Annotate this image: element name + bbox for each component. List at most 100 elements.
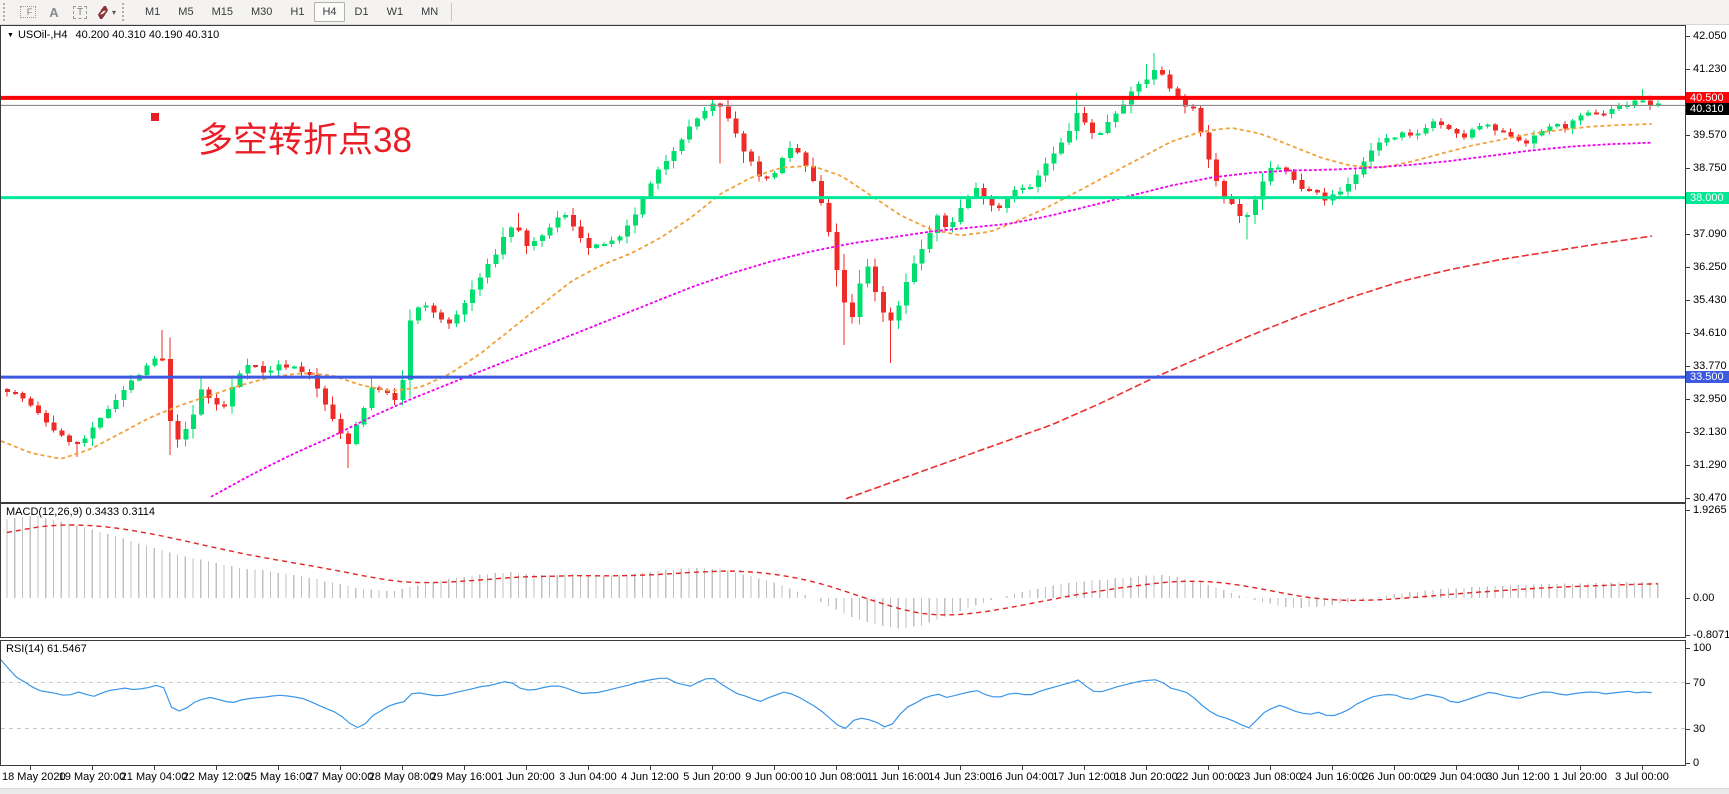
arrow-tools-icon[interactable]: ▾	[93, 2, 119, 23]
axis-tick-mark	[588, 766, 589, 770]
annotation-anchor-marker[interactable]	[151, 113, 159, 121]
axis-tick-mark	[1686, 267, 1690, 269]
timeframe-button-h4[interactable]: H4	[314, 2, 345, 22]
symbol-period-label: USOil-,H4	[17, 29, 68, 41]
date-tick-label: 17 Jun 12:00	[1052, 771, 1116, 783]
price-tick-32.130: 32.130	[1693, 425, 1727, 438]
axis-tick-mark	[836, 766, 837, 770]
axis-tick-mark	[1686, 634, 1690, 636]
date-tick-label: 29 Jun 04:00	[1424, 771, 1488, 783]
toolbar-grip[interactable]	[3, 3, 12, 21]
date-tick-label: 25 May 16:00	[244, 771, 312, 783]
axis-tick-mark	[1686, 465, 1690, 467]
rsi-indicator-panel[interactable]: RSI(14) 61.5467	[0, 640, 1686, 766]
date-tick-label: 18 May 2020	[2, 771, 66, 783]
date-tick-label: 29 May 16:00	[430, 771, 498, 783]
date-tick-label: 19 May 20:00	[58, 771, 126, 783]
rsi-tick-0: 0	[1693, 757, 1700, 769]
price-tick-41.230: 41.230	[1693, 62, 1727, 75]
toolbar-grip-2[interactable]	[122, 3, 131, 21]
axis-tick-mark	[1686, 498, 1690, 500]
price-tick-31.290: 31.290	[1693, 459, 1727, 472]
axis-tick-mark	[1686, 233, 1690, 235]
timeframe-button-w1[interactable]: W1	[379, 2, 412, 22]
date-tick-label: 1 Jun 20:00	[497, 771, 555, 783]
price-tick-39.570: 39.570	[1693, 128, 1727, 141]
date-tick-label: 16 Jun 04:00	[990, 771, 1054, 783]
axis-tick-mark	[1686, 763, 1690, 764]
date-tick-label: 21 May 04:00	[120, 771, 188, 783]
axis-tick-mark	[92, 766, 93, 770]
price-tick-36.250: 36.250	[1693, 261, 1727, 274]
date-tick-label: 11 Jun 16:00	[866, 771, 930, 783]
date-axis[interactable]: 18 May 2020 19 May 20:00 21 May 04:00 22 Ma…	[0, 766, 1729, 788]
timeframe-button-mn[interactable]: MN	[413, 2, 446, 22]
date-tick-label: 1 Jul 20:00	[1553, 771, 1607, 783]
axis-tick-mark	[1208, 766, 1209, 770]
axis-tick-mark	[154, 766, 155, 770]
price-tick-42.050: 42.050	[1693, 30, 1727, 42]
axis-tick-mark	[1686, 134, 1690, 136]
main-chart-panel[interactable]: ▼ USOil-,H4 40.200 40.310 40.190 40.310 多空…	[0, 25, 1686, 503]
hline-price-label-40.500: 40.500	[1686, 91, 1729, 104]
axis-tick-mark	[1686, 598, 1690, 599]
price-tick-38.750: 38.750	[1693, 161, 1727, 174]
axis-tick-mark	[1686, 399, 1690, 401]
text-label-icon[interactable]: T	[67, 2, 93, 23]
ne-sw-arrows-icon	[97, 5, 109, 19]
timeframe-button-m1[interactable]: M1	[137, 2, 168, 22]
date-tick-label: 24 Jun 16:00	[1300, 771, 1364, 783]
axis-tick-mark	[1456, 766, 1457, 770]
candlesticks[interactable]	[5, 53, 1661, 469]
rsi-tick-100: 100	[1693, 642, 1712, 654]
date-tick-label: 22 May 12:00	[182, 771, 250, 783]
fibonacci-retracement-icon[interactable]: F	[15, 2, 41, 23]
timeframe-button-m30[interactable]: M30	[243, 2, 280, 22]
date-tick-label: 5 Jun 20:00	[683, 771, 741, 783]
axis-tick-mark	[898, 766, 899, 770]
window-bottom-edge	[0, 788, 1729, 794]
timeframe-button-h1[interactable]: H1	[282, 2, 312, 22]
rsi-line	[1, 659, 1652, 730]
chevron-down-icon: ▾	[112, 7, 117, 17]
date-tick-label: 10 Jun 08:00	[804, 771, 868, 783]
price-tick-33.770: 33.770	[1693, 360, 1727, 373]
axis-tick-mark	[1580, 766, 1581, 770]
toolbar: F A T ▾ M1 M5 M15 M30 H1 H4 D1 W1 MN	[0, 0, 1729, 25]
ma-fast-orange[interactable]	[1, 123, 1652, 460]
axis-tick-mark	[1642, 766, 1643, 770]
date-tick-label: 18 Jun 20:00	[1114, 771, 1178, 783]
fibonacci-glyph: F	[19, 6, 37, 18]
letter-t-glyph: T	[72, 5, 88, 19]
axis-tick-mark	[774, 766, 775, 770]
macd-indicator-panel[interactable]: MACD(12,26,9) 0.3433 0.3114	[0, 503, 1686, 638]
ma-slow-red[interactable]	[845, 235, 1653, 500]
text-annotation-icon[interactable]: A	[41, 2, 67, 23]
axis-tick-mark	[1686, 682, 1690, 684]
price-axis[interactable]: 42.050 41.230 39.570 38.750 37.090 36.250 35.4…	[1686, 25, 1729, 769]
macd-tick-0.00: 0.00	[1693, 592, 1715, 604]
hline-price-label-33.500: 33.500	[1686, 371, 1729, 384]
timeframe-button-d1[interactable]: D1	[347, 2, 377, 22]
axis-tick-mark	[1686, 509, 1690, 511]
hline-price-label-38.000: 38.000	[1686, 191, 1729, 204]
axis-tick-mark	[340, 766, 341, 770]
date-tick-label: 3 Jun 04:00	[559, 771, 617, 783]
axis-tick-mark	[1686, 648, 1690, 649]
axis-tick-mark	[1686, 36, 1690, 37]
date-tick-label: 3 Jul 00:00	[1615, 771, 1669, 783]
letter-a-glyph: A	[49, 4, 59, 20]
price-tick-35.430: 35.430	[1693, 294, 1727, 307]
axis-tick-mark	[1686, 431, 1690, 433]
date-tick-label: 26 Jun 00:00	[1362, 771, 1426, 783]
date-tick-label: 9 Jun 00:00	[745, 771, 803, 783]
axis-tick-mark	[1394, 766, 1395, 770]
collapse-triangle-icon[interactable]: ▼	[7, 32, 14, 39]
price-tick-32.950: 32.950	[1693, 393, 1727, 406]
date-tick-label: 27 May 00:00	[306, 771, 374, 783]
axis-tick-mark	[1332, 766, 1333, 770]
ma-mid-magenta[interactable]	[210, 141, 1653, 498]
timeframe-button-m5[interactable]: M5	[170, 2, 201, 22]
timeframe-button-m15[interactable]: M15	[204, 2, 241, 22]
chinese-annotation-text[interactable]: 多空转折点38	[198, 121, 412, 160]
